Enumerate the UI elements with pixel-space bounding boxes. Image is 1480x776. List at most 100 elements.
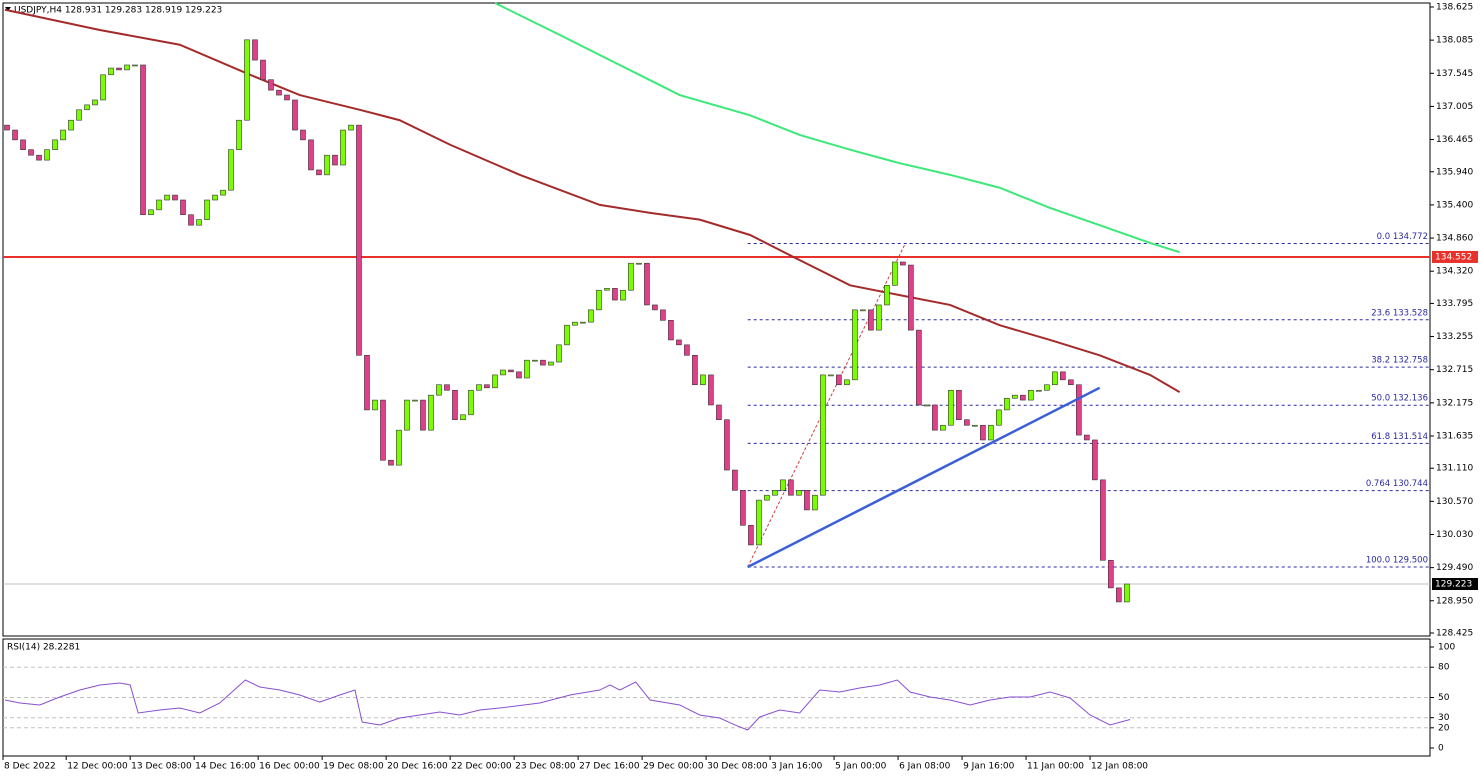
- candle-body: [556, 344, 562, 363]
- candle-body: [404, 399, 410, 431]
- fib-label: 23.6 133.528: [1371, 308, 1428, 318]
- candle-body: [60, 129, 66, 141]
- candle-body: [1068, 379, 1074, 386]
- candle-body: [860, 309, 866, 312]
- y-tick-label: 135.400: [1436, 200, 1473, 210]
- candle-body: [420, 399, 426, 431]
- candle-body: [900, 261, 906, 266]
- candle-body: [252, 39, 258, 61]
- candle-body: [412, 399, 418, 402]
- candle-body: [732, 469, 738, 491]
- candle-body: [796, 490, 802, 496]
- x-tick-label: 16 Dec 00:00: [259, 762, 320, 772]
- candle-body: [692, 354, 698, 386]
- candle-body: [956, 389, 962, 421]
- candle-body: [604, 288, 610, 291]
- y-tick-label: 134.320: [1436, 267, 1473, 277]
- y-tick-label: 138.625: [1436, 2, 1473, 12]
- candle-body: [676, 339, 682, 346]
- candle-body: [548, 361, 554, 366]
- candle-body: [12, 129, 18, 141]
- candle-body: [468, 389, 474, 416]
- x-tick-label: 12 Jan 08:00: [1091, 762, 1148, 772]
- candle-body: [932, 404, 938, 431]
- candle-body: [652, 304, 658, 311]
- trend-line: [747, 386, 1101, 569]
- candle-body: [564, 324, 570, 346]
- candle-body: [804, 490, 810, 511]
- candle-body: [724, 419, 730, 471]
- candle-body: [636, 262, 642, 265]
- candle-body: [476, 384, 482, 391]
- y-tick-label: 131.635: [1436, 431, 1473, 441]
- candle-body: [980, 424, 986, 441]
- y-tick-label: 129.490: [1436, 563, 1473, 573]
- candle-body: [844, 379, 850, 386]
- candle-body: [172, 194, 178, 201]
- y-tick-label: 132.715: [1436, 365, 1473, 375]
- candle-body: [268, 79, 274, 91]
- rsi-line: [4, 679, 1131, 731]
- candle-body: [716, 404, 722, 421]
- candle-body: [940, 424, 946, 431]
- candle-body: [1028, 389, 1034, 401]
- candle-body: [492, 374, 498, 389]
- rsi-tick-label: 50: [1438, 693, 1450, 703]
- y-tick-label: 133.795: [1436, 299, 1473, 309]
- candle-body: [316, 169, 322, 176]
- candle-body: [964, 419, 970, 426]
- moving-average: [4, 8, 1181, 393]
- candle-body: [28, 149, 34, 156]
- candle-body: [76, 109, 82, 121]
- candle-body: [196, 219, 202, 226]
- candle-body: [812, 494, 818, 511]
- candle-body: [988, 424, 994, 441]
- y-tick-label: 131.110: [1436, 464, 1473, 474]
- candle-body: [700, 374, 706, 386]
- x-tick-label: 23 Dec 08:00: [515, 762, 576, 772]
- y-tick-label: 128.950: [1436, 596, 1473, 606]
- candle-body: [236, 119, 242, 150]
- candle-body: [708, 374, 714, 406]
- y-tick-label: 128.425: [1436, 628, 1473, 638]
- candle-body: [628, 262, 634, 291]
- candle-body: [612, 288, 618, 301]
- candle-body: [580, 321, 586, 324]
- candle-body: [788, 479, 794, 496]
- candle-body: [1020, 394, 1026, 401]
- candle-body: [20, 139, 26, 150]
- candle-body: [1060, 371, 1066, 381]
- candle-body: [204, 199, 210, 220]
- candle-body: [1052, 371, 1058, 386]
- candle-body: [660, 309, 666, 321]
- candle-body: [996, 409, 1002, 426]
- candle-body: [668, 319, 674, 341]
- candle-body: [836, 374, 842, 386]
- x-tick-label: 3 Jan 16:00: [771, 762, 823, 772]
- x-tick-label: 27 Dec 16:00: [579, 762, 640, 772]
- chart-title: USDJPY,H4 128.931 129.283 128.919 129.22…: [14, 6, 222, 16]
- x-tick-label: 14 Dec 16:00: [195, 762, 256, 772]
- candle-body: [684, 344, 690, 356]
- y-tick-label: 137.005: [1436, 102, 1473, 112]
- y-tick-label: 132.175: [1436, 398, 1473, 408]
- candle-body: [772, 490, 778, 496]
- candle-body: [220, 189, 226, 196]
- x-tick-label: 22 Dec 00:00: [451, 762, 512, 772]
- x-tick-label: 20 Dec 16:00: [387, 762, 448, 772]
- x-tick-label: 13 Dec 08:00: [131, 762, 192, 772]
- fib-label: 38.2 132.758: [1371, 356, 1428, 366]
- candle-body: [300, 129, 306, 141]
- candle-body: [868, 309, 874, 331]
- y-tick-label: 138.085: [1436, 36, 1473, 46]
- candle-body: [1004, 397, 1010, 411]
- candle-body: [588, 309, 594, 323]
- candle-body: [596, 289, 602, 311]
- candle-body: [428, 394, 434, 431]
- candle-body: [484, 384, 490, 389]
- candle-body: [1124, 583, 1130, 603]
- candle-body: [396, 429, 402, 466]
- candle-body: [1076, 384, 1082, 436]
- candle-body: [156, 199, 162, 211]
- candle-body: [916, 329, 922, 406]
